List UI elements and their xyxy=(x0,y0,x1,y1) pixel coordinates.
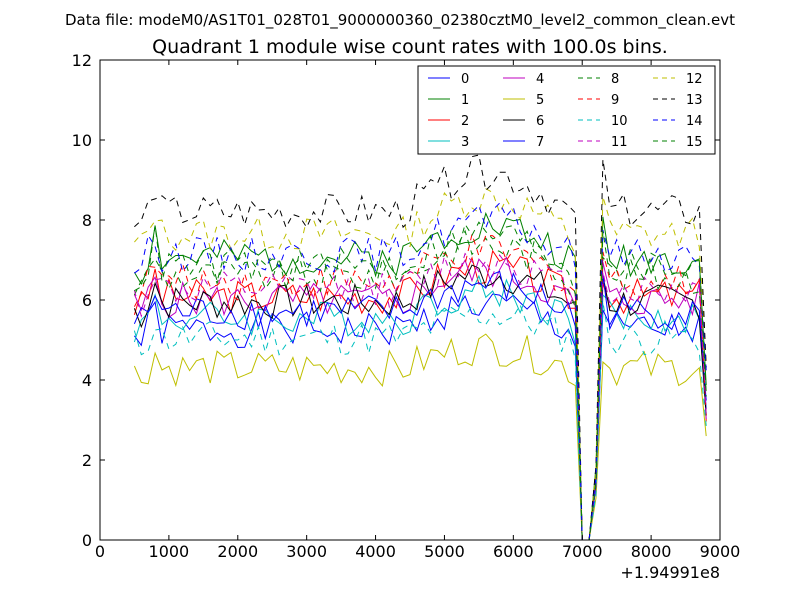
chart-suptitle: Data file: modeM0/AS1T01_028T01_90000003… xyxy=(65,11,735,30)
legend-label-5: 5 xyxy=(536,93,544,108)
series-8-line xyxy=(133,229,707,541)
series-3-line xyxy=(133,274,707,541)
legend-label-6: 6 xyxy=(536,114,544,129)
plot-area: 0 1000 2000 3000 4000 5000 6000 7000 8000 9000 0 2… xyxy=(72,51,741,561)
legend-label-9: 9 xyxy=(611,93,619,108)
legend-box xyxy=(417,65,716,155)
legend-label-7: 7 xyxy=(536,135,544,150)
series-14-line xyxy=(134,202,707,541)
chart-title: Quadrant 1 module wise count rates with … xyxy=(152,36,668,58)
legend-label-15: 15 xyxy=(686,135,703,150)
x-axis: 0 1000 2000 3000 4000 5000 6000 7000 8000 9000 xyxy=(95,60,740,561)
y-tick-label: 0 xyxy=(82,531,92,550)
legend-label-0: 0 xyxy=(461,72,469,87)
x-tick-label: 8000 xyxy=(631,542,672,561)
series-11-line xyxy=(133,252,707,541)
series-0-line xyxy=(133,293,707,541)
x-tick-label: 2000 xyxy=(217,542,258,561)
x-tick-label: 1000 xyxy=(149,542,190,561)
legend-label-4: 4 xyxy=(536,72,544,87)
x-offset-label: +1.94991e8 xyxy=(620,563,720,582)
series-13-line xyxy=(134,154,707,541)
y-tick-label: 6 xyxy=(82,291,92,310)
x-tick-label: 4000 xyxy=(355,542,396,561)
x-tick-label: 7000 xyxy=(562,542,603,561)
series-1-line xyxy=(133,211,707,541)
y-tick-label: 12 xyxy=(72,51,92,70)
legend-label-10: 10 xyxy=(611,114,628,129)
y-tick-label: 4 xyxy=(82,371,92,390)
x-tick-label: 3000 xyxy=(286,542,327,561)
series-4-line xyxy=(133,255,707,541)
x-tick-label: 9000 xyxy=(700,542,741,561)
legend-label-12: 12 xyxy=(686,72,703,87)
legend-label-8: 8 xyxy=(611,72,619,87)
legend-label-14: 14 xyxy=(686,114,703,129)
series-7-line xyxy=(133,270,707,541)
y-tick-label: 8 xyxy=(82,211,92,230)
series-group xyxy=(133,154,707,541)
legend-label-1: 1 xyxy=(461,93,469,108)
legend-label-2: 2 xyxy=(461,114,469,129)
x-tick-label: 0 xyxy=(95,542,105,561)
series-12-line xyxy=(134,187,707,541)
legend-label-11: 11 xyxy=(611,135,628,150)
series-6-line xyxy=(133,264,707,541)
series-5-line xyxy=(133,333,707,541)
y-tick-label: 10 xyxy=(72,131,92,150)
legend-label-13: 13 xyxy=(686,93,703,108)
series-9-line xyxy=(133,232,707,541)
x-tick-label: 5000 xyxy=(424,542,465,561)
x-tick-label: 6000 xyxy=(493,542,534,561)
y-tick-label: 2 xyxy=(82,451,92,470)
legend-label-3: 3 xyxy=(461,135,469,150)
